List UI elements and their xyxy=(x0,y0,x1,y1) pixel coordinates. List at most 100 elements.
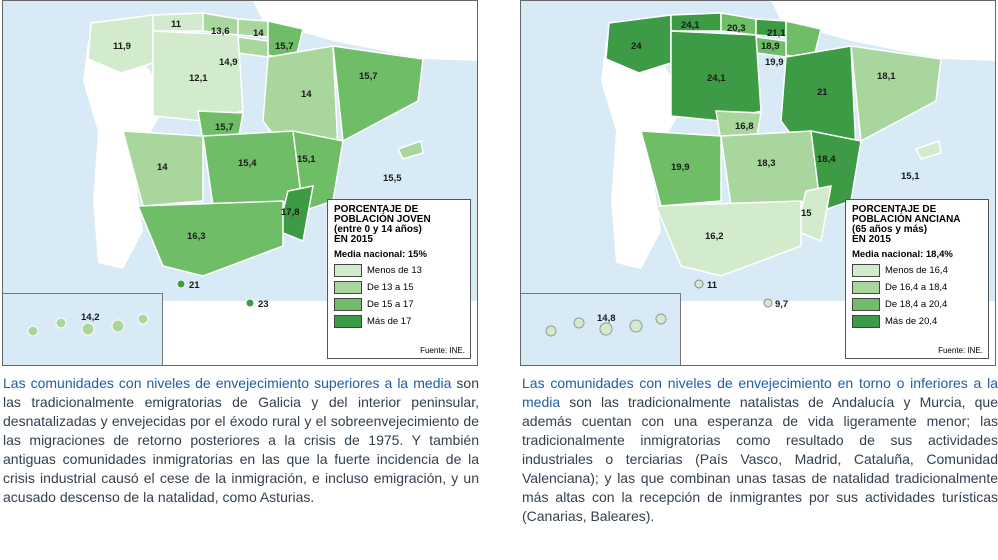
legend-media: Media nacional: 18,4% xyxy=(852,249,953,260)
value-label: 19,9 xyxy=(765,57,784,68)
region-cataluna xyxy=(850,45,942,143)
region-andalucia xyxy=(654,200,802,277)
legend-swatch xyxy=(852,264,880,277)
caption-body: son las tradicionalmente natalistas de A… xyxy=(522,394,998,524)
region-melilla xyxy=(245,298,255,308)
legend-title: EN 2015 xyxy=(334,234,373,245)
value-label: 24,1 xyxy=(681,20,700,31)
value-label: 11 xyxy=(707,280,718,291)
legend-swatch xyxy=(852,315,880,328)
value-label: 21 xyxy=(189,280,200,291)
legend-source: Fuente: INE. xyxy=(420,346,465,355)
legend-label: Menos de 16,4 xyxy=(885,265,948,276)
portugal-land xyxy=(601,31,681,269)
france-land xyxy=(771,1,995,61)
value-label: 23 xyxy=(258,299,269,310)
region-baleares xyxy=(396,139,424,160)
region-melilla xyxy=(763,298,773,308)
value-label: 15,7 xyxy=(275,41,294,52)
value-label: 14 xyxy=(157,162,168,173)
legend-item: Menos de 16,4 xyxy=(852,264,982,277)
region-cataluna xyxy=(332,45,424,143)
value-label: 11 xyxy=(171,19,182,30)
value-label: 18,3 xyxy=(757,158,776,169)
value-label: 15,5 xyxy=(383,173,402,184)
legend-label: Más de 17 xyxy=(367,316,412,327)
region-ceuta xyxy=(176,279,186,289)
value-label: 13,6 xyxy=(211,26,230,37)
value-label: 21,1 xyxy=(767,28,786,39)
legend-label: De 18,4 a 20,4 xyxy=(885,299,948,310)
legend-title: EN 2015 xyxy=(852,234,891,245)
legend-source: Fuente: INE. xyxy=(938,346,983,355)
legend-label: De 16,4 a 18,4 xyxy=(885,282,948,293)
value-label: 17,8 xyxy=(281,207,300,218)
legend-item: Más de 20,4 xyxy=(852,315,982,328)
value-label: 15,7 xyxy=(359,71,378,82)
canarias-right xyxy=(545,313,667,337)
value-label: 21 xyxy=(817,87,828,98)
region-extremadura xyxy=(122,130,204,207)
legend-title: POBLACIÓN ANCIANA xyxy=(852,214,961,225)
caption-right: Las comunidades con niveles de envejecim… xyxy=(522,374,998,526)
region-baleares xyxy=(914,139,942,160)
legend-title: PORCENTAJE DE xyxy=(334,204,419,215)
caption-highlight: Las comunidades con niveles de envejecim… xyxy=(3,375,452,391)
value-label: 16,2 xyxy=(705,231,724,242)
value-label: 16,3 xyxy=(187,231,206,242)
legend-swatch xyxy=(334,315,362,328)
map-left-svg xyxy=(27,1,477,365)
region-ceuta xyxy=(694,279,704,289)
legend-left: PORCENTAJE DE POBLACIÓN JOVEN (entre 0 y… xyxy=(327,199,471,359)
value-label: 18,9 xyxy=(761,41,780,52)
canarias-inset-left xyxy=(3,293,163,365)
value-label: 12,1 xyxy=(189,73,208,84)
france-land xyxy=(253,1,477,61)
legend-swatch xyxy=(334,281,362,294)
value-label: 15,4 xyxy=(238,158,257,169)
legend-right: PORCENTAJE DE POBLACIÓN ANCIANA (65 años… xyxy=(845,199,989,359)
legend-item: De 16,4 a 18,4 xyxy=(852,281,982,294)
value-label: 20,3 xyxy=(727,23,746,34)
legend-label: De 13 a 15 xyxy=(367,282,414,293)
value-label: 24,1 xyxy=(707,73,726,84)
value-label: 14 xyxy=(301,89,312,100)
canarias-left xyxy=(27,313,149,337)
region-galicia xyxy=(605,14,672,74)
portugal-land xyxy=(83,31,163,269)
legend-swatch xyxy=(852,281,880,294)
region-galicia xyxy=(87,14,154,74)
legend-label: Más de 20,4 xyxy=(885,316,938,327)
legend-media: Media nacional: 15% xyxy=(334,249,427,260)
value-label: 15,7 xyxy=(215,122,234,133)
value-label: 14,9 xyxy=(219,57,238,68)
legend-title: (65 años y más) xyxy=(852,224,928,235)
legend-title: PORCENTAJE DE xyxy=(852,204,937,215)
legend-item: Menos de 13 xyxy=(334,264,464,277)
value-label: 18,1 xyxy=(877,71,896,82)
region-larioja xyxy=(237,36,269,58)
legend-label: Menos de 13 xyxy=(367,265,422,276)
caption-body: son las tradicionalmente emigratorias de… xyxy=(3,375,479,505)
elderly-population-map: 24,1 20,3 21,1 24 18,9 19,9 18,1 24,1 21… xyxy=(520,0,996,366)
legend-swatch xyxy=(334,298,362,311)
legend-swatch xyxy=(334,264,362,277)
value-label: 14 xyxy=(253,28,264,39)
value-label: 15,1 xyxy=(297,154,316,165)
legend-item: De 18,4 a 20,4 xyxy=(852,298,982,311)
youth-population-map: 11 13,6 14 11,9 15,7 14,9 12,1 15,7 14 1… xyxy=(2,0,478,366)
value-label: 19,9 xyxy=(671,162,690,173)
legend-item: De 13 a 15 xyxy=(334,281,464,294)
value-label: 14,8 xyxy=(597,313,616,324)
legend-title: POBLACIÓN JOVEN xyxy=(334,214,431,225)
region-andalucia xyxy=(136,200,284,277)
legend-item: De 15 a 17 xyxy=(334,298,464,311)
value-label: 9,7 xyxy=(775,299,789,310)
value-label: 14,2 xyxy=(81,312,100,323)
legend-swatch xyxy=(852,298,880,311)
value-label: 18,4 xyxy=(817,154,836,165)
caption-highlight: Las comunidades con niveles de envejecim… xyxy=(522,375,998,410)
legend-label: De 15 a 17 xyxy=(367,299,414,310)
value-label: 11,9 xyxy=(113,41,131,52)
legend-item: Más de 17 xyxy=(334,315,464,328)
